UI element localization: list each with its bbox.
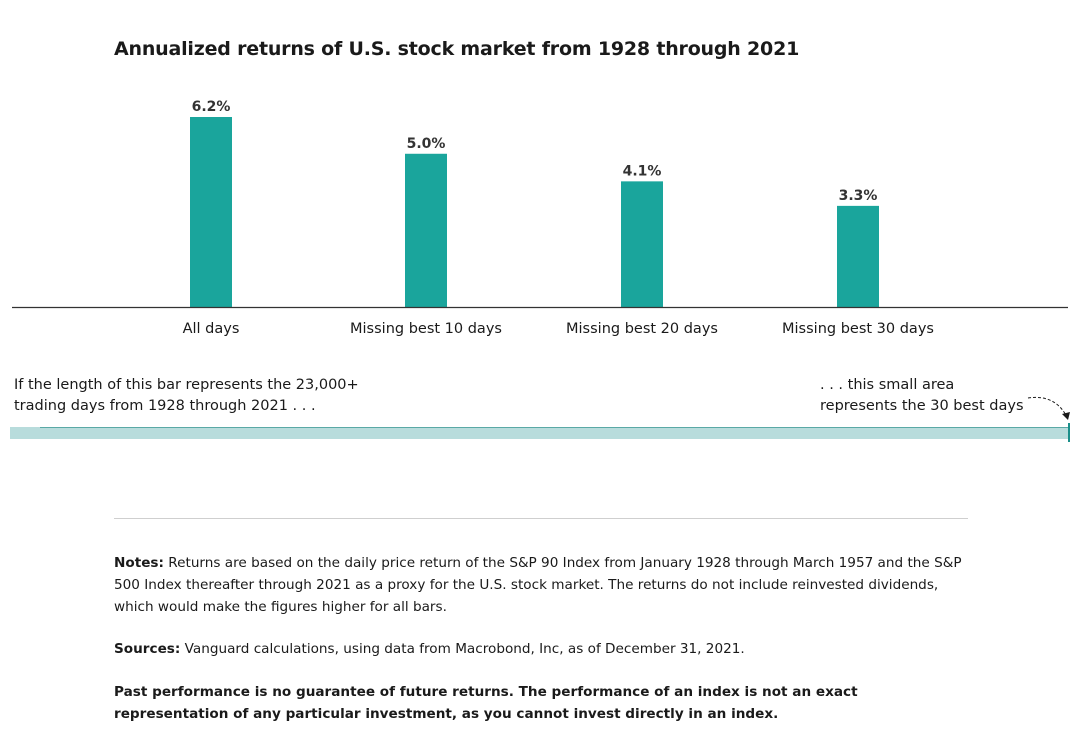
chart-title: Annualized returns of U.S. stock market … bbox=[114, 38, 800, 60]
annotation-left-line1: If the length of this bar represents the… bbox=[14, 377, 359, 393]
bar-value-label: 6.2% bbox=[192, 99, 231, 115]
bar-3 bbox=[837, 205, 879, 307]
bar-value-label: 3.3% bbox=[839, 188, 878, 204]
curved-arrow-icon bbox=[1027, 396, 1070, 420]
bar-value-label: 5.0% bbox=[407, 136, 446, 152]
bar-2 bbox=[621, 181, 663, 307]
notes-paragraph: Notes: Returns are based on the daily pr… bbox=[114, 552, 974, 618]
annotation-right-line1: . . . this small area bbox=[820, 377, 955, 393]
category-label: All days bbox=[183, 321, 240, 337]
bar-value-label: 4.1% bbox=[623, 163, 662, 179]
bar-0 bbox=[190, 117, 232, 307]
sources-text: Vanguard calculations, using data from M… bbox=[180, 641, 745, 657]
annotation-left-line2: trading days from 1928 through 2021 . . … bbox=[14, 398, 316, 414]
divider bbox=[114, 518, 968, 519]
category-label: Missing best 10 days bbox=[350, 321, 502, 337]
sources-label: Sources: bbox=[114, 641, 181, 657]
annotation-right-line2: represents the 30 best days bbox=[820, 398, 1024, 414]
disclaimer-paragraph: Past performance is no guarantee of futu… bbox=[114, 684, 858, 722]
trading-days-bar bbox=[10, 427, 1068, 439]
bar-1 bbox=[405, 153, 447, 307]
sources-paragraph: Sources: Vanguard calculations, using da… bbox=[114, 638, 974, 660]
bar-chart: 6.2% All days 5.0% Missing best 10 days 4.1%… bbox=[12, 99, 1068, 337]
annotation-right: . . . this small area represents the 30 … bbox=[820, 375, 1024, 417]
category-label: Missing best 20 days bbox=[566, 321, 718, 337]
notes-text: Returns are based on the daily price ret… bbox=[114, 555, 962, 615]
trading-days-bar-outline bbox=[40, 427, 1068, 428]
best-days-marker bbox=[1068, 423, 1070, 442]
annotation-left: If the length of this bar represents the… bbox=[14, 375, 359, 417]
category-label: Missing best 30 days bbox=[782, 321, 934, 337]
notes-label: Notes: bbox=[114, 555, 164, 571]
